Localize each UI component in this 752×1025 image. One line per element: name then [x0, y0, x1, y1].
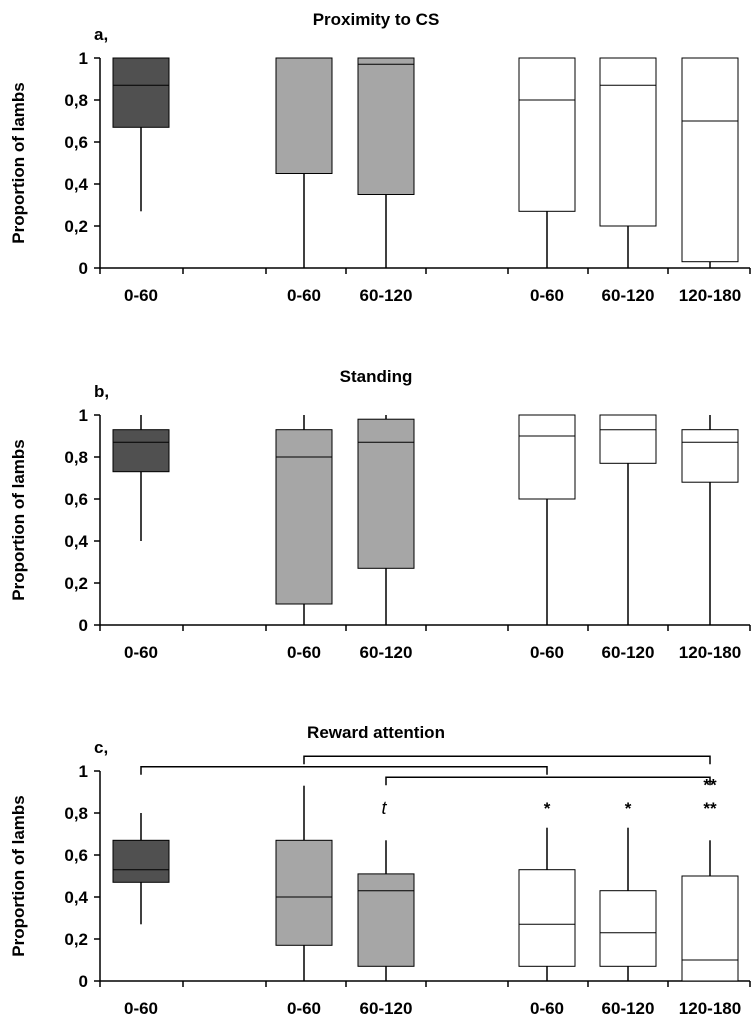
y-tick-label: 1	[79, 406, 88, 425]
y-tick-label: 0,8	[64, 804, 88, 823]
panel-b: Standing b, Proportion of lambs 0 0,2 0,4 0,6 0…	[9, 367, 751, 662]
x-tick-label: 0-60	[287, 999, 321, 1018]
box-iqr	[275, 429, 333, 605]
box-4	[518, 827, 576, 981]
box-iqr	[112, 429, 170, 473]
y-tick-label: 0,4	[64, 532, 88, 551]
box-2	[275, 57, 333, 268]
box-5	[599, 57, 657, 268]
x-tick-label: 120-180	[679, 999, 741, 1018]
y-tick-label: 0,4	[64, 175, 88, 194]
x-tick-label: 60-120	[360, 643, 413, 662]
y-axis-label: Proportion of lambs	[9, 439, 28, 601]
x-tick-label: 60-120	[602, 999, 655, 1018]
x-tick-label: 60-120	[602, 643, 655, 662]
x-tick-label: 0-60	[124, 286, 158, 305]
box-2	[275, 415, 333, 625]
panel-title: Reward attention	[307, 723, 445, 742]
y-axis-label: Proportion of lambs	[9, 82, 28, 244]
x-tick-label: 60-120	[360, 999, 413, 1018]
box-iqr	[112, 839, 170, 883]
y-tick-label: 0	[79, 616, 88, 635]
box-iqr	[518, 869, 576, 967]
box-iqr	[275, 839, 333, 946]
box-4	[518, 414, 576, 625]
y-tick-label: 0,6	[64, 490, 88, 509]
box-iqr	[681, 429, 739, 483]
y-tick-label: 0	[79, 259, 88, 278]
x-tick-label: 60-120	[602, 286, 655, 305]
x-tick-label: 0-60	[287, 643, 321, 662]
panel-letter: b,	[94, 382, 109, 401]
x-tick-label: 60-120	[360, 286, 413, 305]
box-1	[112, 415, 170, 541]
box-iqr	[357, 418, 415, 569]
box-iqr	[599, 890, 657, 967]
x-tick-label: 120-180	[679, 286, 741, 305]
y-tick-label: 0,2	[64, 574, 88, 593]
y-tick-label: 0,2	[64, 217, 88, 236]
x-tick-label: 120-180	[679, 643, 741, 662]
x-tick-label: 0-60	[530, 286, 564, 305]
significance-bracket	[140, 766, 548, 775]
y-axis-label: Proportion of lambs	[9, 795, 28, 957]
box-iqr	[275, 57, 333, 174]
x-tick-label: 0-60	[530, 999, 564, 1018]
y-tick-label: 0,2	[64, 930, 88, 949]
panel-title: Proximity to CS	[313, 10, 440, 29]
panel-a: Proximity to CS a, Proportion of lambs 0 0,2…	[9, 10, 751, 305]
box-iqr	[681, 875, 739, 982]
significance-label: **	[703, 799, 717, 818]
box-1	[112, 813, 170, 925]
box-iqr	[518, 57, 576, 212]
significance-bracket	[385, 776, 711, 786]
x-tick-label: 0-60	[530, 643, 564, 662]
y-tick-label: 0,4	[64, 888, 88, 907]
annotation-label: *	[625, 799, 632, 818]
box-3	[357, 57, 415, 268]
y-tick-label: 0,8	[64, 448, 88, 467]
panel-c: Reward attention c, Proportion of lambs 0 0,…	[9, 723, 751, 1018]
panel-letter: a,	[94, 25, 108, 44]
significance-bracket	[303, 755, 711, 765]
box-iqr	[112, 57, 170, 128]
y-tick-label: 0	[79, 972, 88, 991]
box-iqr	[357, 873, 415, 967]
significance-label: *	[544, 799, 551, 818]
box-3	[357, 415, 415, 625]
box-iqr	[599, 57, 657, 227]
x-tick-label: 0-60	[124, 643, 158, 662]
x-tick-label: 0-60	[124, 999, 158, 1018]
box-5	[599, 414, 657, 625]
y-tick-label: 1	[79, 49, 88, 68]
panel-title: Standing	[340, 367, 413, 386]
box-iqr	[681, 57, 739, 263]
box-iqr	[518, 414, 576, 500]
panel-letter: c,	[94, 738, 108, 757]
y-tick-label: 0,6	[64, 133, 88, 152]
box-1	[112, 57, 170, 212]
annotation-label: t	[381, 798, 387, 818]
y-tick-label: 0,6	[64, 846, 88, 865]
box-3	[357, 840, 415, 981]
box-6	[681, 57, 739, 268]
box-iqr	[357, 57, 415, 195]
y-tick-label: 1	[79, 762, 88, 781]
box-4	[518, 57, 576, 268]
box-5	[599, 827, 657, 981]
box-6	[681, 840, 739, 982]
x-tick-label: 0-60	[287, 286, 321, 305]
y-tick-label: 0,8	[64, 91, 88, 110]
box-2	[275, 785, 333, 981]
box-6	[681, 415, 739, 625]
box-iqr	[599, 414, 657, 464]
